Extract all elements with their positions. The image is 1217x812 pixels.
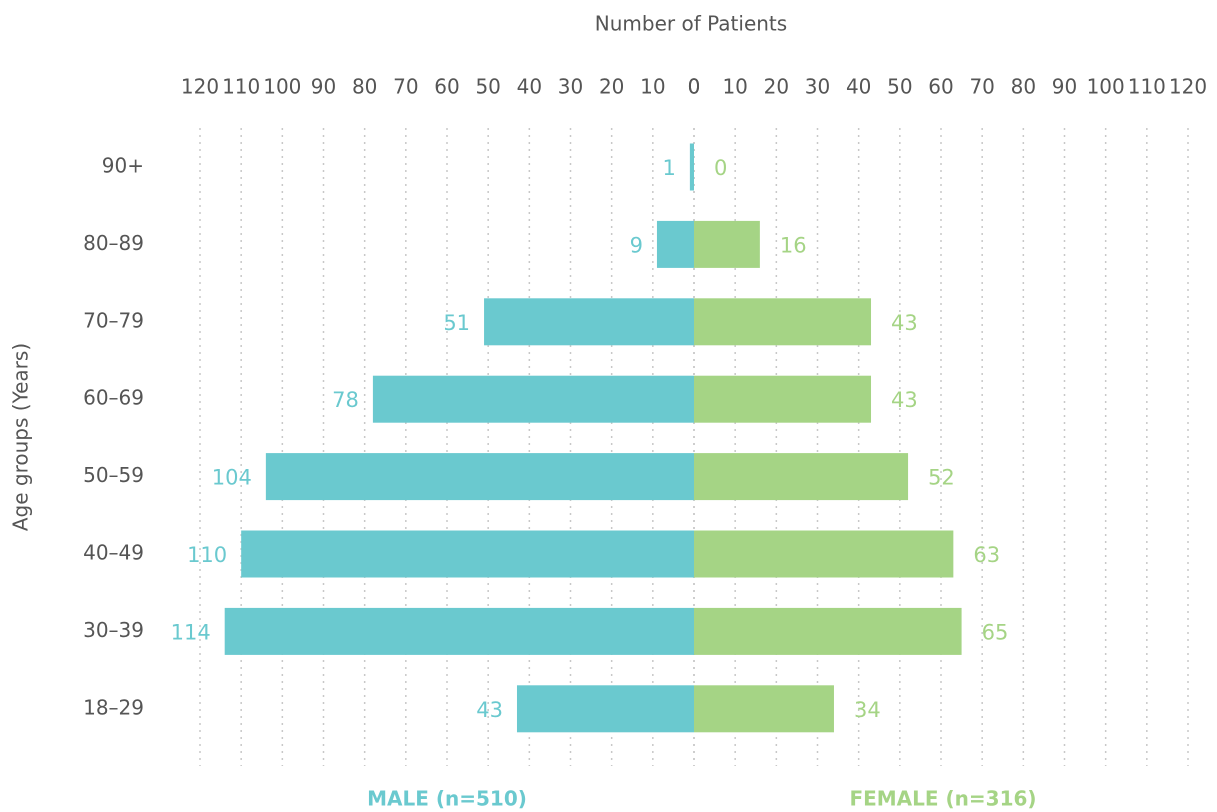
bar bbox=[224, 607, 694, 655]
x-tick-label: 120 bbox=[1169, 75, 1207, 99]
x-tick-label: 80 bbox=[1011, 75, 1036, 99]
x-tick-label: 110 bbox=[222, 75, 260, 99]
x-tick-label: 20 bbox=[764, 75, 789, 99]
x-tick-label: 10 bbox=[640, 75, 665, 99]
value-label: 43 bbox=[476, 698, 503, 722]
value-label: 0 bbox=[714, 156, 727, 180]
bar bbox=[484, 298, 694, 346]
bar bbox=[694, 685, 834, 733]
value-label: 52 bbox=[928, 466, 955, 490]
x-axis-title: Number of Patients bbox=[595, 12, 787, 36]
bar bbox=[694, 530, 954, 578]
x-tick-label: 0 bbox=[688, 75, 701, 99]
x-tick-label: 60 bbox=[434, 75, 459, 99]
y-tick-label: 70–79 bbox=[83, 308, 144, 332]
x-tick-label: 100 bbox=[263, 75, 301, 99]
bar bbox=[516, 685, 694, 733]
legend-label: FEMALE (n=316) bbox=[849, 787, 1036, 811]
bar bbox=[656, 220, 694, 268]
y-tick-label: 90+ bbox=[102, 154, 144, 178]
bar bbox=[694, 453, 909, 501]
bar bbox=[694, 298, 872, 346]
bar bbox=[694, 220, 760, 268]
x-tick-label: 20 bbox=[599, 75, 624, 99]
y-tick-label: 18–29 bbox=[83, 695, 144, 719]
legend-label: MALE (n=510) bbox=[367, 787, 527, 811]
x-tick-label: 90 bbox=[1052, 75, 1077, 99]
value-label: 63 bbox=[973, 543, 1000, 567]
x-tick-label: 70 bbox=[393, 75, 418, 99]
value-label: 34 bbox=[854, 698, 881, 722]
value-label: 114 bbox=[171, 620, 211, 644]
value-label: 43 bbox=[891, 388, 918, 412]
x-tick-label: 80 bbox=[352, 75, 377, 99]
bar bbox=[265, 453, 694, 501]
x-tick-label: 100 bbox=[1087, 75, 1125, 99]
x-tick-label: 70 bbox=[969, 75, 994, 99]
value-label: 9 bbox=[630, 233, 643, 257]
x-tick-label: 0 bbox=[688, 75, 701, 99]
value-label: 65 bbox=[982, 620, 1009, 644]
value-label: 1 bbox=[663, 156, 676, 180]
value-label: 51 bbox=[443, 311, 470, 335]
value-label: 110 bbox=[187, 543, 227, 567]
value-label: 43 bbox=[891, 311, 918, 335]
x-tick-label: 120 bbox=[181, 75, 219, 99]
x-tick-label: 30 bbox=[558, 75, 583, 99]
value-label: 104 bbox=[212, 466, 252, 490]
bar bbox=[694, 607, 962, 655]
x-tick-label: 10 bbox=[722, 75, 747, 99]
x-tick-label: 50 bbox=[475, 75, 500, 99]
y-tick-label: 40–49 bbox=[83, 541, 144, 565]
x-tick-label: 60 bbox=[928, 75, 953, 99]
x-tick-label: 30 bbox=[805, 75, 830, 99]
value-label: 16 bbox=[780, 233, 807, 257]
x-tick-label: 40 bbox=[846, 75, 871, 99]
bar bbox=[689, 143, 694, 191]
x-tick-label: 110 bbox=[1128, 75, 1166, 99]
value-label: 78 bbox=[332, 388, 359, 412]
y-tick-label: 80–89 bbox=[83, 231, 144, 255]
y-tick-label: 60–69 bbox=[83, 386, 144, 410]
y-tick-label: 30–39 bbox=[83, 618, 144, 642]
bar bbox=[241, 530, 694, 578]
x-tick-label: 50 bbox=[887, 75, 912, 99]
x-tick-label: 40 bbox=[517, 75, 542, 99]
bar bbox=[694, 375, 872, 423]
bar bbox=[372, 375, 694, 423]
y-tick-label: 50–59 bbox=[83, 463, 144, 487]
y-axis-title: Age groups (Years) bbox=[9, 343, 33, 531]
x-tick-label: 90 bbox=[311, 75, 336, 99]
